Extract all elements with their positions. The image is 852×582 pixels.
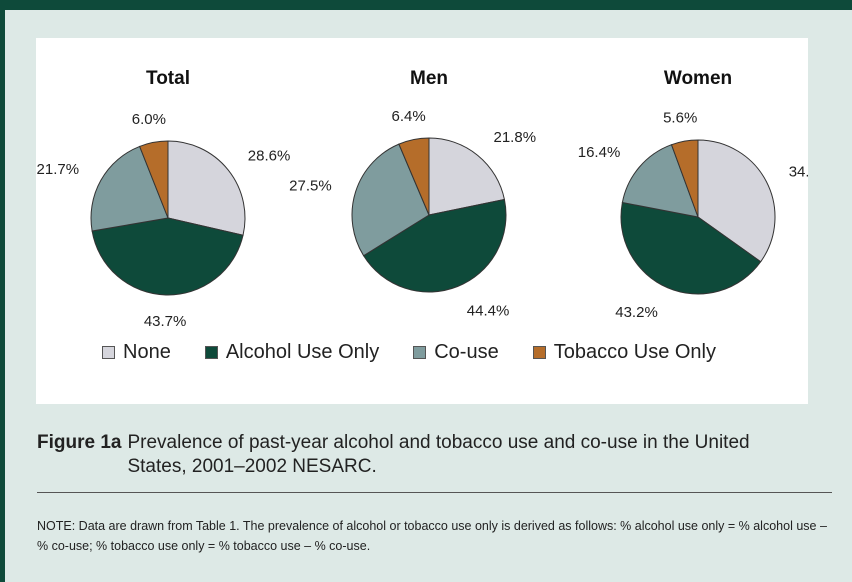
figure-note: NOTE: Data are drawn from Table 1. The p… bbox=[37, 519, 827, 553]
pie-label-women-alcohol-use-only: 43.2% bbox=[615, 304, 658, 321]
legend: None Alcohol Use Only Co-use Tobacco Use… bbox=[102, 341, 750, 364]
pie-slice-women-co-use bbox=[621, 144, 699, 218]
top-border-bar bbox=[0, 0, 852, 10]
left-border-edge bbox=[0, 0, 5, 582]
legend-swatch-alcohol-use-only bbox=[204, 346, 218, 359]
pie-title-women: Women bbox=[664, 68, 732, 89]
pie-label-total-alcohol-use-only: 43.7% bbox=[144, 313, 187, 330]
pie-label-men-none: 21.8% bbox=[494, 129, 537, 146]
pie-label-women-tobacco-use-only: 5.6% bbox=[663, 110, 697, 127]
legend-item-alcohol-use-only: Alcohol Use Only bbox=[204, 341, 380, 364]
pie-slice-women-none bbox=[697, 139, 776, 263]
pie-charts-svg: Total 28.6% 43.7% 21.7% 6.0% Men 21.8% 44.4% 27.… bbox=[37, 68, 808, 330]
legend-label-none: None bbox=[123, 341, 171, 363]
legend-swatch-tobacco-use-only bbox=[532, 346, 546, 359]
pie-label-men-tobacco-use-only: 6.4% bbox=[391, 108, 425, 125]
pie-title-total: Total bbox=[146, 68, 190, 89]
pie-label-total-co-use: 21.7% bbox=[37, 161, 80, 178]
figure-caption-text: Prevalence of past-year alcohol and toba… bbox=[127, 432, 750, 477]
pie-label-men-alcohol-use-only: 44.4% bbox=[467, 303, 510, 320]
pie-title-men: Men bbox=[410, 68, 448, 89]
pie-slice-total-co-use bbox=[90, 145, 169, 232]
legend-item-tobacco-use-only: Tobacco Use Only bbox=[532, 341, 716, 364]
legend-swatch-none bbox=[102, 346, 115, 359]
legend-label-co-use: Co-use bbox=[434, 341, 499, 363]
pie-slice-men-co-use bbox=[351, 143, 430, 257]
pie-slice-men-none bbox=[428, 137, 506, 216]
pie-slice-men-alcohol-use-only bbox=[362, 198, 507, 293]
pie-label-women-co-use: 16.4% bbox=[578, 144, 621, 161]
pie-total: Total 28.6% 43.7% 21.7% 6.0% bbox=[37, 68, 291, 330]
legend-swatch-co-use bbox=[413, 346, 427, 359]
pie-slice-total-none bbox=[167, 140, 246, 236]
pie-label-men-co-use: 27.5% bbox=[289, 177, 332, 194]
caption-divider bbox=[37, 492, 832, 493]
pie-slice-women-alcohol-use-only bbox=[620, 201, 762, 295]
pie-slice-total-tobacco-use-only bbox=[139, 140, 169, 219]
pie-women: Women 34.9% 43.2% 16.4% 5.6% bbox=[578, 68, 808, 321]
pie-label-women-none: 34.9% bbox=[789, 163, 808, 180]
figure-caption: Figure 1a Prevalence of past-year alcohol… bbox=[37, 431, 797, 479]
pie-slice-women-tobacco-use-only bbox=[670, 139, 699, 218]
pie-slice-total-alcohol-use-only bbox=[91, 217, 244, 296]
legend-label-tobacco-use-only: Tobacco Use Only bbox=[553, 341, 716, 363]
figure-label: Figure 1a bbox=[37, 432, 122, 453]
pie-slice-men-tobacco-use-only bbox=[398, 137, 430, 216]
pie-men: Men 21.8% 44.4% 27.5% 6.4% bbox=[289, 68, 536, 320]
pie-label-total-none: 28.6% bbox=[248, 148, 291, 165]
pie-label-total-tobacco-use-only: 6.0% bbox=[132, 111, 166, 128]
legend-item-co-use: Co-use bbox=[413, 341, 499, 364]
legend-label-alcohol-use-only: Alcohol Use Only bbox=[225, 341, 380, 363]
legend-item-none: None bbox=[102, 341, 171, 364]
chart-panel: Total 28.6% 43.7% 21.7% 6.0% Men 21.8% 44.4% 27.… bbox=[36, 38, 808, 404]
